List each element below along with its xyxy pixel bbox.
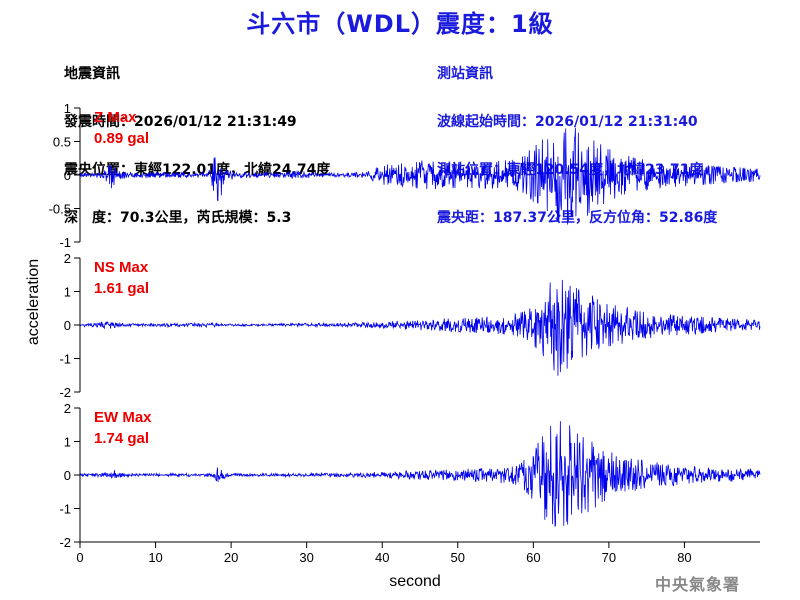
max-component-label: NS Max	[94, 259, 149, 276]
y-tick-label: -1	[59, 352, 71, 367]
y-tick-label: 1	[64, 285, 71, 300]
x-tick-label: 40	[375, 550, 389, 565]
origin-time: 發震時間：2026/01/12 21:31:49	[64, 114, 297, 130]
earthquake-info-heading: 地震資訊	[64, 66, 120, 82]
y-tick-label: -2	[59, 535, 71, 550]
station-info-heading: 測站資訊	[437, 66, 493, 82]
max-value-label: 0.89 gal	[94, 130, 149, 147]
waveform-trace-2	[79, 279, 761, 376]
y-tick-label: 0	[64, 318, 71, 333]
y-axis-label: acceleration	[25, 259, 42, 345]
x-axis-label: second	[389, 573, 441, 590]
y-tick-label: 0	[64, 168, 71, 183]
y-tick-label: -1	[59, 235, 71, 250]
waveform-trace-3	[79, 421, 761, 527]
y-tick-label: 1	[64, 101, 71, 116]
max-component-label: Z Max	[94, 109, 137, 126]
max-component-label: EW Max	[94, 409, 152, 426]
x-tick-label: 70	[602, 550, 616, 565]
max-value-label: 1.74 gal	[94, 430, 149, 447]
page-title: 斗六市（WDL）震度：1級	[246, 10, 554, 38]
max-value-label: 1.61 gal	[94, 280, 149, 297]
y-tick-label: -1	[59, 502, 71, 517]
x-tick-label: 80	[677, 550, 691, 565]
waveform-trace-1	[79, 127, 761, 225]
x-tick-label: 30	[299, 550, 313, 565]
y-tick-label: 2	[64, 401, 71, 416]
y-tick-label: 1	[64, 435, 71, 450]
agency-logo-text: 中央氣象署	[655, 575, 741, 594]
depth-magnitude: 深 度：70.3公里，芮氏規模：5.3	[64, 210, 292, 226]
y-tick-label: 0	[64, 468, 71, 483]
x-tick-label: 10	[148, 550, 162, 565]
y-tick-label: -0.5	[49, 202, 71, 217]
wave-start-time: 波線起始時間：2026/01/12 21:31:40	[437, 114, 698, 130]
x-tick-label: 0	[76, 550, 83, 565]
x-tick-label: 50	[451, 550, 465, 565]
y-tick-label: 0.5	[53, 135, 71, 150]
y-tick-label: -2	[59, 385, 71, 400]
x-tick-label: 60	[526, 550, 540, 565]
earthquake-info: 地震資訊 發震時間：2026/01/12 21:31:49 震央位置：東經122…	[64, 34, 330, 242]
y-tick-label: 2	[64, 251, 71, 266]
epicentral-distance: 震央距：187.37公里，反方位角：52.86度	[437, 210, 718, 226]
x-tick-label: 20	[224, 550, 238, 565]
